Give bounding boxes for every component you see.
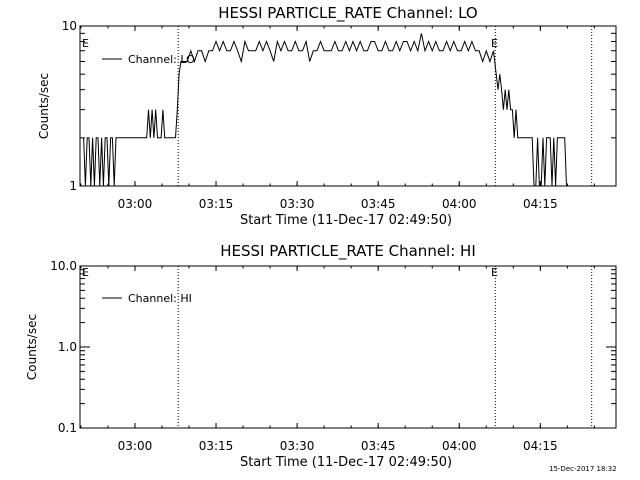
- x-tick-label: 03:15: [199, 439, 234, 453]
- x-tick-label: 04:15: [523, 439, 558, 453]
- plot-frame: [79, 25, 617, 187]
- x-tick-label: 03:00: [118, 439, 153, 453]
- y-axis-label: Counts/sec: [37, 73, 51, 139]
- x-tick-group: 03:00 03:15 03:30 03:45 04:00 04:15: [80, 266, 595, 453]
- y-tick-label: 10.0: [50, 259, 77, 273]
- vline-group: [177, 266, 593, 428]
- plot-title: HESSI PARTICLE_RATE Channel: HI: [220, 242, 476, 261]
- legend: Channel: HI: [102, 292, 192, 305]
- y-tick-label: 0.1: [58, 421, 77, 435]
- legend: Channel: LO: [102, 53, 195, 66]
- x-tick-label: 03:30: [280, 197, 315, 211]
- plot-frame: [79, 265, 617, 429]
- y-tick-group: 1 10: [62, 19, 616, 193]
- x-tick-label: 04:00: [442, 197, 477, 211]
- plot-title: HESSI PARTICLE_RATE Channel: LO: [218, 4, 477, 23]
- vline-group: [177, 26, 593, 186]
- series-line: [83, 33, 587, 187]
- timestamp: 15-Dec-2017 18:32: [549, 465, 617, 473]
- event-marker-label: E: [82, 37, 89, 50]
- panel-hi: HESSI PARTICLE_RATE Channel: HI 03:00 03:…: [25, 242, 617, 470]
- event-marker-label: E: [82, 266, 89, 279]
- panel-lo: HESSI PARTICLE_RATE Channel: LO 03:00 03:…: [37, 4, 617, 228]
- y-tick-label: 10: [62, 19, 77, 33]
- x-tick-label: 03:00: [118, 197, 153, 211]
- event-marker-label: E: [491, 266, 498, 279]
- legend-label: Channel: LO: [128, 53, 195, 66]
- x-tick-group: 03:00 03:15 03:30 03:45 04:00 04:15: [80, 26, 595, 211]
- legend-label: Channel: HI: [128, 292, 192, 305]
- x-axis-label: Start Time (11-Dec-17 02:49:50): [240, 213, 452, 228]
- x-tick-label: 03:15: [199, 197, 234, 211]
- y-tick-group: 0.1 1.0 10.0: [50, 259, 616, 435]
- x-tick-label: 03:45: [361, 197, 396, 211]
- x-tick-label: 04:00: [442, 439, 477, 453]
- y-axis-label: Counts/sec: [25, 314, 39, 380]
- x-tick-label: 03:45: [361, 439, 396, 453]
- x-tick-label: 03:30: [280, 439, 315, 453]
- event-marker-label: E: [491, 37, 498, 50]
- x-axis-label: Start Time (11-Dec-17 02:49:50): [240, 455, 452, 470]
- y-tick-label: 1.0: [58, 340, 77, 354]
- x-tick-label: 04:15: [523, 197, 558, 211]
- y-tick-label: 1: [69, 179, 77, 193]
